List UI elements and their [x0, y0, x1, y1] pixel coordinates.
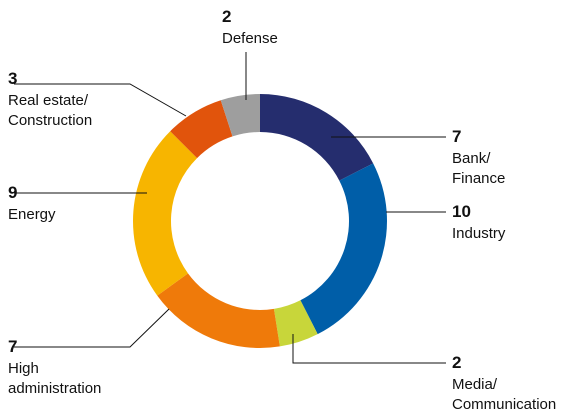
- slice-category-label-3-1: administration: [8, 380, 101, 397]
- labels-group: 7 Bank/Finance 10 Industry 2 Media/Communicat…: [8, 7, 556, 410]
- slice-value-label-0: 7: [452, 127, 461, 146]
- slice-1: [300, 163, 388, 335]
- slice-category-label-3-0: High: [8, 360, 39, 377]
- leader-line-2: [292, 334, 446, 364]
- slice-category-label-0-1: Finance: [452, 170, 505, 187]
- slice-value-label-6: 2: [222, 7, 231, 26]
- slice-value-label-5: 3: [8, 69, 17, 88]
- slice-4: [133, 131, 198, 296]
- slice-category-label-1-0: Industry: [452, 225, 506, 242]
- slice-category-label-2-0: Media/: [452, 376, 498, 393]
- slice-category-label-6-0: Defense: [222, 30, 278, 47]
- leader-line-3: [14, 308, 170, 348]
- leader-lines-group: [14, 52, 446, 364]
- slices-group: [133, 94, 388, 348]
- slice-category-label-4-0: Energy: [8, 206, 56, 223]
- slice-3: [157, 273, 280, 348]
- slice-5: [170, 100, 233, 159]
- slice-value-label-3: 7: [8, 337, 17, 356]
- slice-2: [273, 300, 318, 347]
- slice-category-label-5-0: Real estate/: [8, 92, 89, 109]
- slice-6: [220, 94, 260, 137]
- slice-value-label-1: 10: [452, 202, 471, 221]
- slice-0: [260, 94, 374, 181]
- slice-category-label-2-1: Communication: [452, 396, 556, 410]
- slice-category-label-5-1: Construction: [8, 112, 92, 129]
- slice-value-label-2: 2: [452, 353, 461, 372]
- slice-category-label-0-0: Bank/: [452, 150, 491, 167]
- leader-line-5: [14, 83, 187, 117]
- slice-value-label-4: 9: [8, 183, 17, 202]
